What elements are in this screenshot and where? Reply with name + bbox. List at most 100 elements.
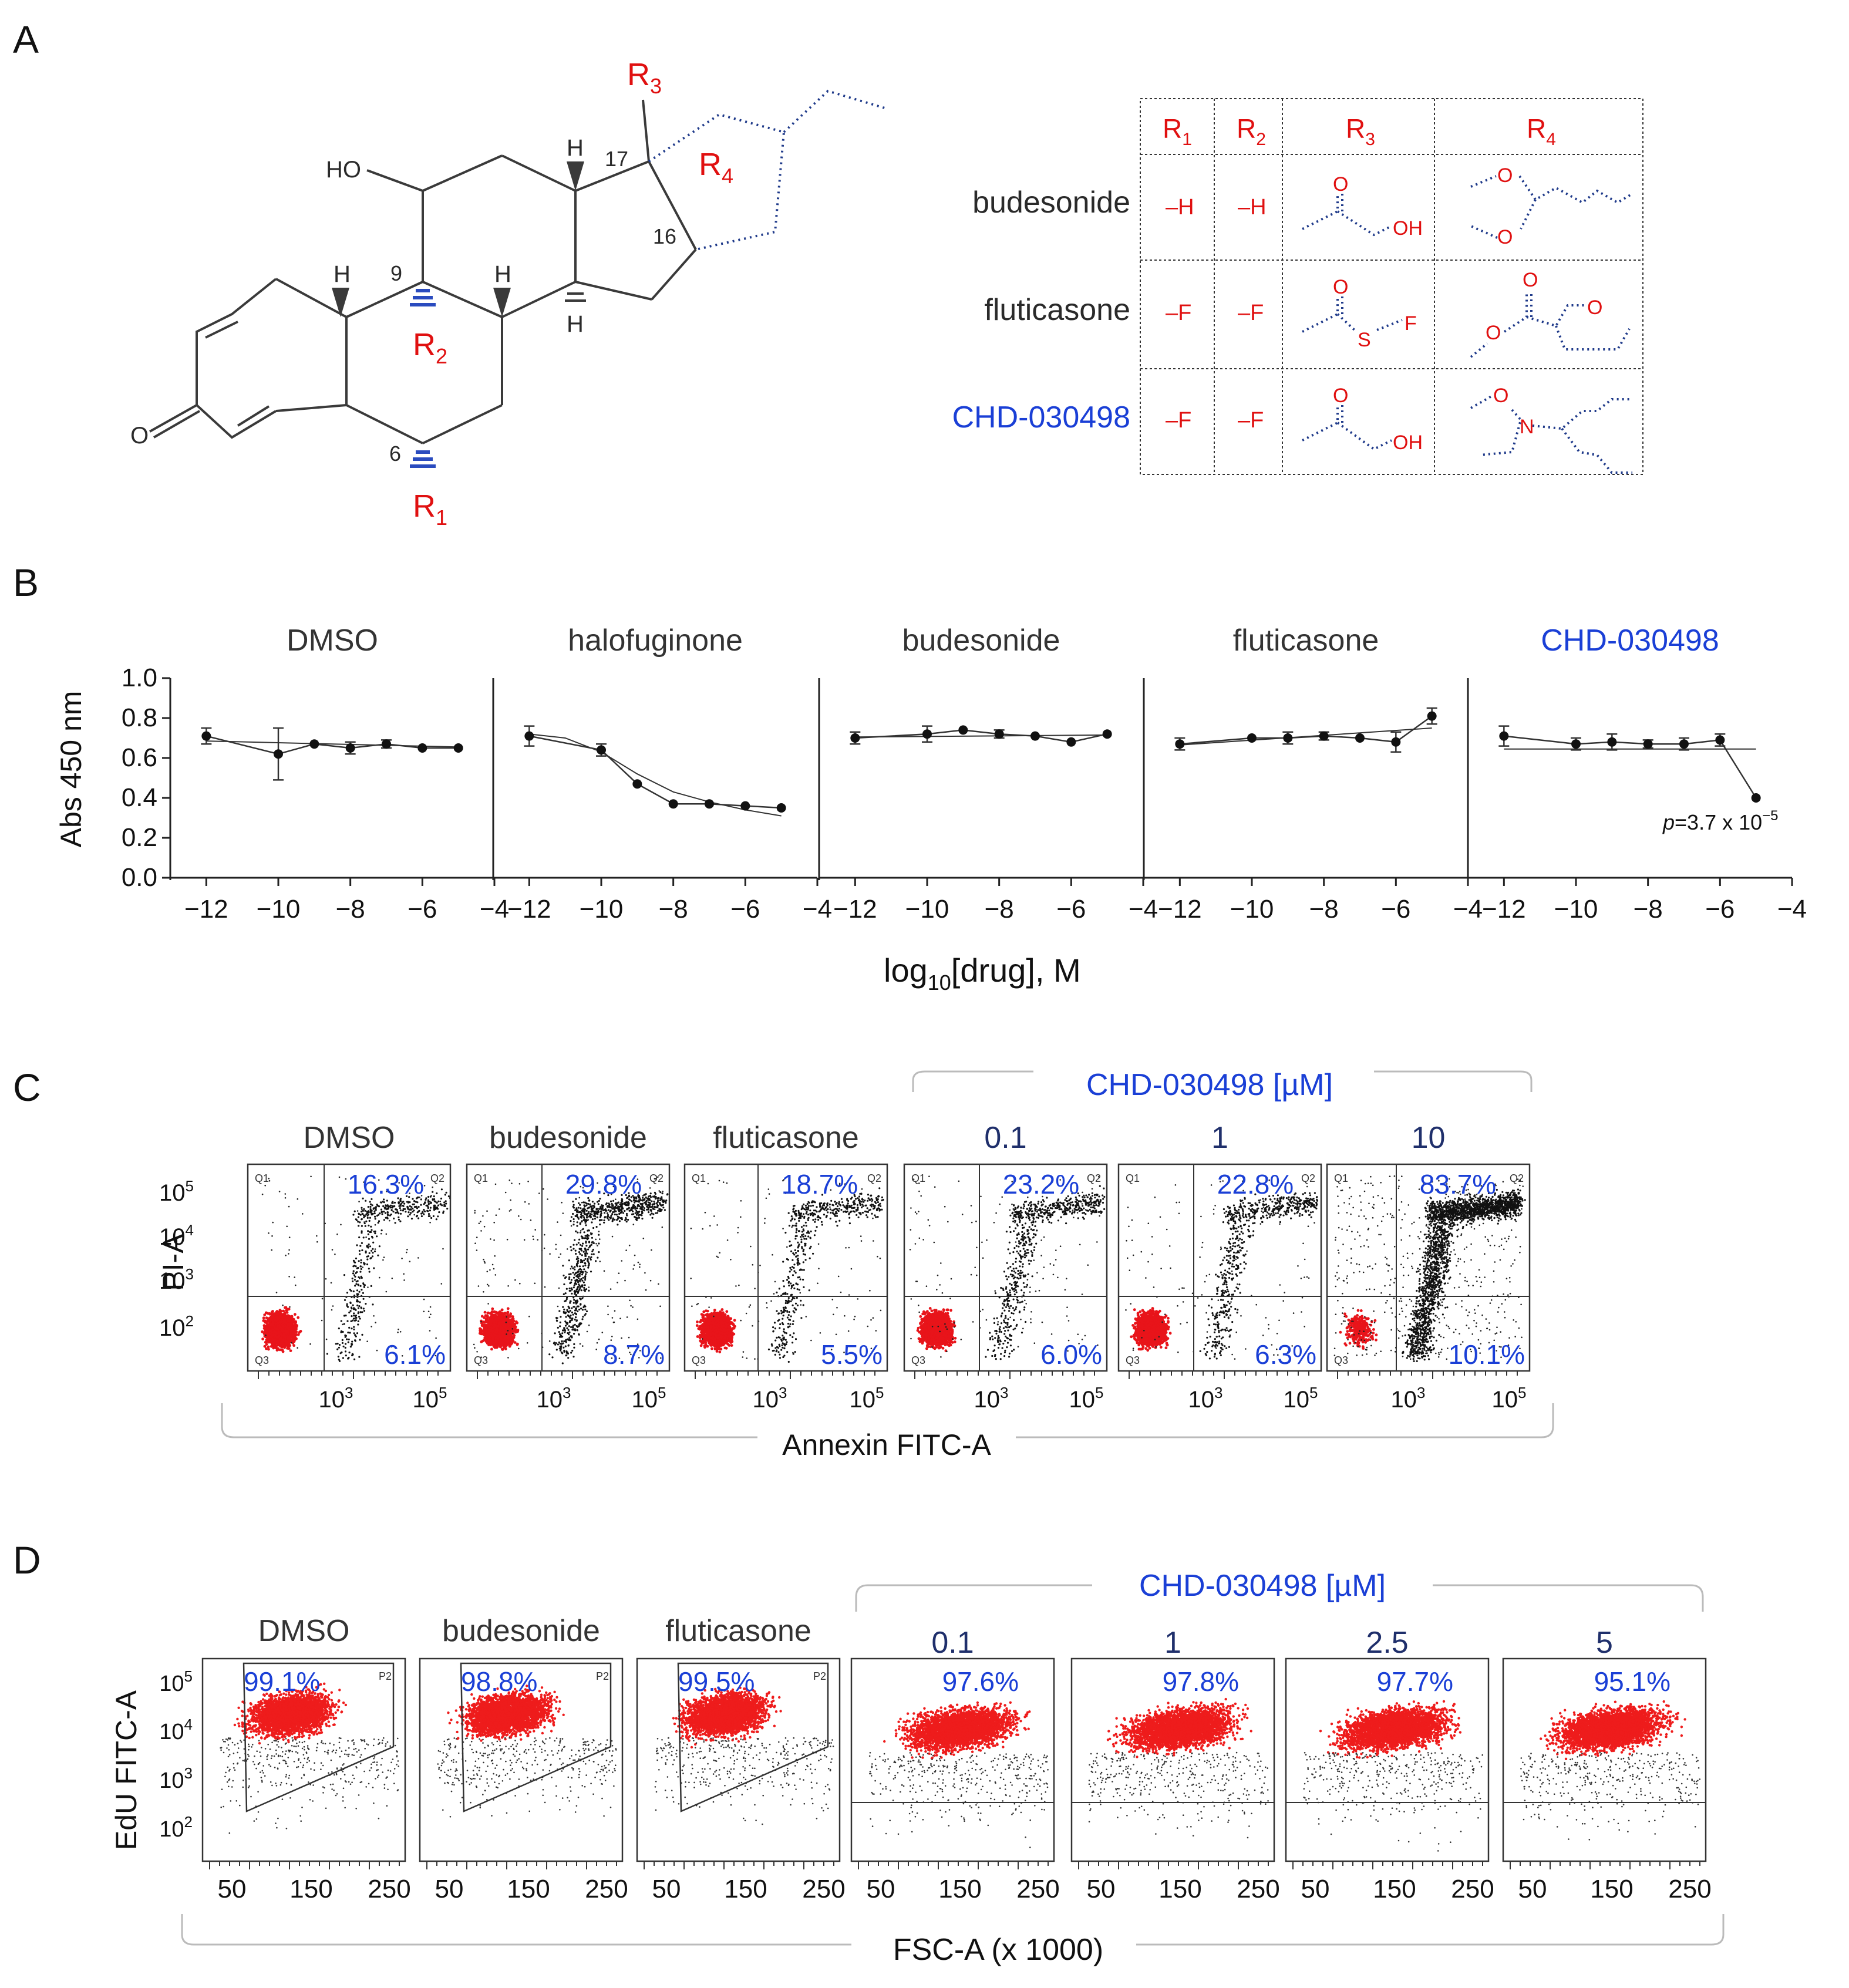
flow-d-gate-label: P2 [379, 1670, 392, 1682]
x-tick-label: −12 [507, 895, 551, 924]
r3-flu-f: F [1405, 312, 1417, 335]
flow-c-q3: Q3 [1126, 1354, 1140, 1366]
data-point [417, 743, 427, 753]
flow-d-xtick: 250 [802, 1875, 845, 1903]
flow-d-gate-label: P2 [813, 1670, 826, 1682]
flow-c-lower-pct: 6.1% [384, 1339, 446, 1370]
h-label-10: H [334, 261, 351, 287]
data-point [1066, 737, 1076, 747]
flow-d-title: DMSO [258, 1614, 350, 1648]
header-r3: R3 [1346, 113, 1375, 149]
d-y-axis-label: EdU FITC-A [110, 1690, 143, 1850]
flow-d-xtick: 50 [1087, 1875, 1116, 1903]
flow-d-xtick: 150 [1590, 1875, 1633, 1903]
flow-d-xtick: 150 [1158, 1875, 1201, 1903]
flow-c-q3: Q3 [255, 1354, 269, 1366]
flow-c-lower-pct: 10.1% [1449, 1339, 1525, 1370]
x-tick-label: −6 [1381, 895, 1410, 924]
data-point [346, 743, 355, 753]
data-point [850, 733, 860, 743]
viability-charts: Abs 450 nm log10[drug], M DMSO−12 −10 −8 −6… [55, 624, 1807, 995]
x-tick-label: −6 [1705, 895, 1735, 924]
x-tick-label: −4 [803, 895, 832, 924]
flow-c-dots [910, 1175, 1106, 1360]
panel-b-xlabel: log10[drug], M [884, 952, 1081, 995]
chart-3: fluticasone−12 −10 −8 −6 −4 [1144, 624, 1483, 924]
flow-c-q2: Q2 [430, 1172, 444, 1184]
cell-r2-chd: –F [1238, 408, 1264, 433]
data-line [529, 736, 781, 808]
flow-d-dots [1089, 1698, 1269, 1838]
flow-d-xtick: 150 [938, 1875, 981, 1903]
stereo-wedges [332, 161, 586, 466]
flow-d-xtick: 50 [1518, 1875, 1547, 1903]
flow-c-title: 10 [1412, 1121, 1446, 1155]
data-point [1030, 732, 1040, 741]
x-tick-label: −10 [580, 895, 624, 924]
h-label-13: H [567, 135, 584, 161]
edu-flow-panel: CHD-030498 [µM] EdU FITC-A FSC-A (x 1000… [110, 1569, 1723, 1967]
position-9: 9 [390, 261, 402, 285]
flow-d-pct: 99.1% [244, 1666, 320, 1697]
flow-d-title: 1 [1164, 1626, 1181, 1660]
flow-c-title: 0.1 [984, 1121, 1026, 1155]
flow-c-lower-pct: 6.0% [1040, 1339, 1102, 1370]
flow-d-pct: 99.5% [678, 1666, 755, 1697]
data-point [1103, 729, 1112, 739]
data-point [1679, 739, 1689, 749]
data-point [995, 729, 1004, 739]
d-ytick-1e2: 102 [159, 1813, 193, 1842]
x-tick-label: −12 [1158, 895, 1202, 924]
flow-c-upper-pct: 23.2% [1003, 1169, 1079, 1199]
flow-d-pct: 97.8% [1163, 1666, 1239, 1697]
header-r4: R4 [1527, 113, 1556, 149]
row-name-chd: CHD-030498 [952, 400, 1131, 434]
flow-c-q2: Q2 [867, 1172, 881, 1184]
flow-d-xtick: 150 [507, 1875, 550, 1903]
flow-d-title: 5 [1596, 1626, 1613, 1660]
cell-r1-chd: –F [1166, 408, 1191, 433]
x-tick-label: −10 [1554, 895, 1598, 924]
flow-c-dots [690, 1179, 884, 1363]
x-tick-label: −8 [659, 895, 688, 924]
data-point [597, 745, 606, 754]
flow-c-upper-pct: 22.8% [1217, 1169, 1294, 1199]
r4-chd-o: O [1493, 385, 1508, 407]
flow-d-title: 0.1 [931, 1626, 974, 1660]
data-point [1571, 739, 1581, 749]
d-ytick-1e3: 103 [159, 1764, 193, 1793]
flow-c-upper-pct: 16.3% [348, 1169, 424, 1199]
flow-c-xtick: 103 [1391, 1384, 1426, 1413]
header-r2: R2 [1237, 113, 1266, 149]
data-point [1247, 733, 1257, 743]
x-tick-label: −12 [1482, 895, 1526, 924]
flow-c-xtick: 105 [1284, 1384, 1318, 1413]
flow-c-xtick: 103 [319, 1384, 353, 1413]
r4-dotted-ring [649, 91, 887, 250]
flow-c-q1: Q1 [1334, 1172, 1348, 1184]
r3-chd-oh: OH [1393, 432, 1423, 454]
x-tick-label: −6 [1056, 895, 1086, 924]
chart-0: DMSO−12 −10 −8 −6 −40.00.20.40.60.81.0 [122, 624, 509, 924]
data-point [1355, 733, 1365, 743]
d-ytick-1e4: 104 [159, 1716, 193, 1744]
flow-c-q1: Q1 [255, 1172, 269, 1184]
flow-c-q2: Q2 [1510, 1172, 1524, 1184]
chart-title: DMSO [287, 624, 378, 658]
flow-d-xtick: 250 [1451, 1875, 1494, 1903]
r3-bud-o: O [1333, 173, 1348, 196]
flow-c-dots [1125, 1180, 1318, 1360]
flow-d-xtick: 250 [585, 1875, 628, 1903]
data-point [632, 779, 642, 789]
flow-d-xtick: 50 [652, 1875, 681, 1903]
flow-d-plot-4: 197.8%50 150 250 [1072, 1626, 1280, 1903]
flow-d-xtick: 250 [368, 1875, 410, 1903]
r3-flu-o: O [1333, 276, 1348, 298]
r2-label: R2 [413, 327, 447, 368]
cell-r1-fluticasone: –F [1166, 301, 1191, 325]
data-point [1643, 739, 1653, 749]
h-label-14: H [567, 311, 584, 337]
